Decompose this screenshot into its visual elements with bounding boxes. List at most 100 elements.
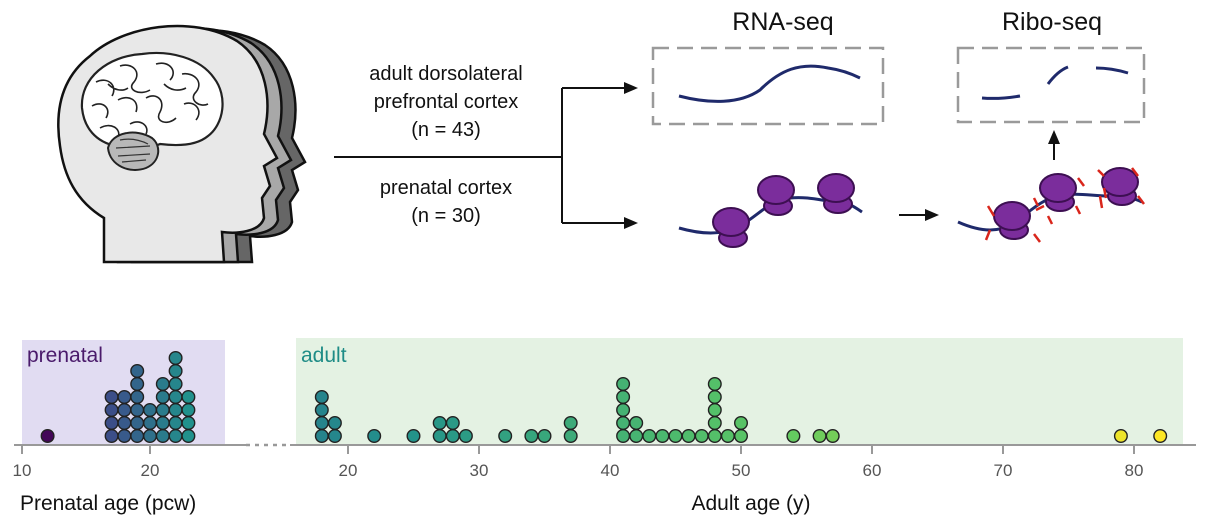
adult-sample-dot	[720, 429, 735, 444]
prenatal-sample-dot	[155, 429, 170, 444]
prenatal-sample-dot	[142, 403, 157, 418]
prenatal-sample-dot	[104, 416, 119, 431]
ribosomes-on-mrna-icon	[678, 173, 863, 248]
flow-connector	[334, 82, 638, 229]
prenatal-sample-dot	[104, 390, 119, 405]
prenatal-sample-dot	[142, 416, 157, 431]
adult-sample-dot	[825, 429, 840, 444]
adult-tick-label: 40	[601, 461, 620, 480]
prenatal-sample-dot	[142, 429, 157, 444]
head-with-brain-icon	[57, 24, 307, 264]
prenatal-sample-dot	[117, 429, 132, 444]
prenatal-sample-dot	[130, 403, 145, 418]
adult-sample-dot	[432, 429, 447, 444]
rnaseq-title: RNA-seq	[732, 8, 833, 36]
adult-sample-dot	[498, 429, 513, 444]
adult-sample-dot	[707, 377, 722, 392]
adult-tissue-label: adult dorsolateral	[369, 63, 522, 85]
adult-panel-label: adult	[301, 344, 347, 367]
prenatal-sample-dot	[130, 416, 145, 431]
arrow-to-digestion-icon	[925, 209, 939, 221]
adult-tick-label: 30	[470, 461, 489, 480]
prenatal-sample-dot	[181, 390, 196, 405]
adult-sample-dot	[655, 429, 670, 444]
prenatal-sample-dot	[168, 429, 183, 444]
adult-sample-dot	[629, 429, 644, 444]
adult-tick-label: 70	[994, 461, 1013, 480]
adult-sample-dot	[812, 429, 827, 444]
adult-sample-dot	[629, 416, 644, 431]
prenatal-sample-dot	[181, 429, 196, 444]
prenatal-sample-dot	[181, 416, 196, 431]
adult-sample-dot	[616, 377, 631, 392]
adult-sample-dot	[707, 403, 722, 418]
prenatal-tick-label: 10	[13, 461, 32, 480]
adult-sample-dot	[707, 390, 722, 405]
adult-tick-label: 60	[863, 461, 882, 480]
riboseq-box	[956, 46, 1146, 124]
prenatal-sample-dot	[130, 377, 145, 392]
axis-ticks: 10 20 20 30 40 50 60 70 80	[13, 445, 1144, 480]
adult-sample-dot	[458, 429, 473, 444]
adult-sample-dot	[445, 429, 460, 444]
adult-tick-label: 80	[1125, 461, 1144, 480]
adult-sample-dot	[616, 403, 631, 418]
prenatal-tissue-label: prenatal cortex	[380, 177, 512, 199]
prenatal-sample-dot	[130, 429, 145, 444]
adult-sample-dot	[327, 429, 342, 444]
adult-sample-dot	[314, 429, 329, 444]
rnaseq-transcript-icon	[678, 64, 861, 103]
arrow-to-rnaseq-icon	[624, 82, 638, 94]
adult-sample-dot	[1113, 429, 1128, 444]
rnaseq-box	[651, 46, 885, 126]
adult-sample-dot	[616, 390, 631, 405]
adult-sample-dot	[616, 429, 631, 444]
adult-sample-dot	[707, 429, 722, 444]
prenatal-sample-dot	[168, 351, 183, 366]
prenatal-sample-count: (n = 30)	[411, 205, 480, 227]
adult-sample-dot	[432, 416, 447, 431]
prenatal-sample-dot	[155, 416, 170, 431]
prenatal-panel-label: prenatal	[27, 344, 103, 367]
prenatal-sample-dot	[117, 403, 132, 418]
adult-sample-dot	[327, 416, 342, 431]
adult-sample-dot	[668, 429, 683, 444]
adult-sample-dot	[786, 429, 801, 444]
prenatal-sample-dot	[40, 429, 55, 444]
adult-sample-dot	[367, 429, 382, 444]
arrow-to-ribosomes-icon	[624, 217, 638, 229]
prenatal-sample-dot	[130, 364, 145, 379]
adult-sample-dot	[707, 416, 722, 431]
prenatal-sample-dot	[104, 403, 119, 418]
adult-sample-dot	[314, 403, 329, 418]
adult-sample-dot	[616, 416, 631, 431]
adult-sample-dot	[734, 429, 749, 444]
nuclease-digestion-icon	[957, 167, 1145, 243]
riboseq-footprints-icon	[981, 65, 1129, 100]
adult-sample-dot	[734, 416, 749, 431]
prenatal-sample-dot	[155, 377, 170, 392]
adult-sample-dot	[406, 429, 421, 444]
adult-sample-count: (n = 43)	[411, 119, 480, 141]
prenatal-sample-dot	[117, 390, 132, 405]
adult-sample-dot	[314, 390, 329, 405]
prenatal-sample-dot	[168, 390, 183, 405]
prenatal-sample-dot	[168, 403, 183, 418]
prenatal-sample-dot	[168, 364, 183, 379]
prenatal-sample-dot	[168, 377, 183, 392]
adult-sample-dot	[563, 429, 578, 444]
adult-sample-dot	[694, 429, 709, 444]
adult-tissue-label-line2: prefrontal cortex	[374, 91, 519, 113]
prenatal-sample-dot	[155, 403, 170, 418]
adult-tick-label: 20	[339, 461, 358, 480]
prenatal-sample-dot	[104, 429, 119, 444]
prenatal-axis-label: Prenatal age (pcw)	[20, 492, 196, 515]
adult-sample-dot	[314, 416, 329, 431]
adult-sample-dot	[563, 416, 578, 431]
adult-sample-dot	[524, 429, 539, 444]
sample-dots	[40, 351, 1168, 444]
prenatal-sample-dot	[181, 403, 196, 418]
brain-icon	[80, 51, 224, 171]
arrow-up-icon	[1048, 130, 1060, 144]
